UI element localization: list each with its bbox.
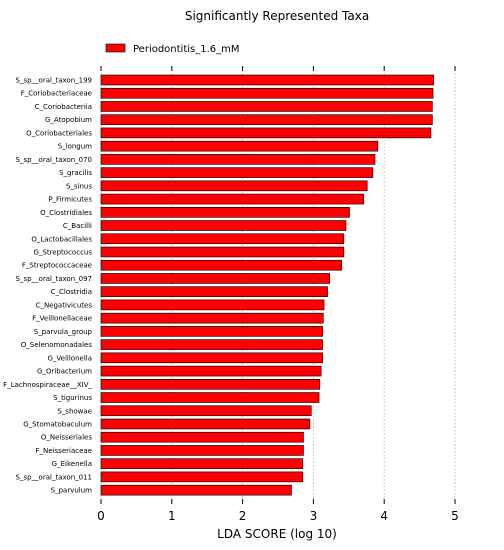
category-label: S_showae: [57, 407, 92, 415]
category-label: S_parvula_group: [34, 328, 93, 336]
category-label: S_sp__oral_taxon_097: [16, 275, 92, 283]
category-label: C_Clostridia: [51, 288, 92, 296]
category-label: C_Coriobacteriia: [35, 103, 92, 111]
category-label: G_Oribacterium: [37, 368, 92, 376]
legend: Periodontitis_1.6_mM: [105, 43, 240, 55]
bar: [100, 154, 376, 165]
category-label: S_sp__oral_taxon_199: [16, 77, 92, 85]
bar: [100, 273, 330, 284]
category-label: G_Stomatobaculum: [23, 420, 92, 428]
legend-label: Periodontitis_1.6_mM: [133, 44, 240, 55]
bar: [100, 220, 347, 231]
bar: [100, 140, 379, 152]
x-tick-label: 5: [451, 509, 459, 523]
category-label: S_sp__oral_taxon_011: [16, 473, 92, 481]
chart-title: Significantly Represented Taxa: [185, 9, 369, 23]
category-label: O_Lactobacillales: [31, 235, 92, 243]
bar: [100, 471, 304, 483]
category-label: S_gracilis: [59, 169, 92, 177]
bar: [100, 365, 322, 377]
bar: [100, 74, 435, 86]
x-tick-label: 3: [310, 509, 318, 523]
category-label: S_longum: [58, 143, 92, 151]
category-label: G_Streptococcus: [33, 248, 92, 256]
bar: [100, 87, 434, 99]
x-tick-label: 0: [97, 509, 105, 523]
category-label: S_sinus: [66, 182, 92, 190]
category-label: F_Lachnospiraceae__XIV_: [3, 381, 92, 389]
bar: [100, 180, 368, 192]
bar: [100, 246, 345, 258]
bar: [100, 167, 374, 178]
category-label: F_Coriobacteriaceae: [21, 90, 92, 98]
bar: [100, 484, 292, 496]
category-label: O_Clostridiales: [40, 209, 92, 217]
x-tick-label: 4: [380, 509, 388, 523]
bar: [100, 127, 432, 139]
category-label: F_Neisseriaceae: [36, 447, 92, 455]
bar: [100, 431, 304, 443]
category-label: G_Veillonella: [47, 354, 92, 362]
bar: [100, 286, 328, 297]
category-label: G_Eikenella: [52, 460, 92, 468]
bar: [100, 418, 311, 430]
x-tick-label: 1: [168, 509, 176, 523]
bar: [100, 339, 323, 350]
bar: [100, 233, 345, 245]
bar: [100, 207, 350, 218]
category-label: O_Neisseriales: [41, 434, 92, 442]
category-label: O_Selenomonadales: [21, 341, 93, 349]
category-label: F_Veillonellaceae: [32, 315, 92, 323]
bar: [100, 445, 304, 456]
category-labels: S_sp__oral_taxon_199 F_Coriobacteriaceae C…: [3, 77, 92, 495]
category-label: S_parvulum: [51, 487, 93, 495]
bar: [100, 392, 320, 403]
bars: [100, 74, 435, 496]
grid-lines: [100, 66, 456, 504]
bar: [100, 299, 325, 311]
category-label: G_Atopobium: [45, 116, 92, 124]
legend-swatch: [105, 43, 126, 53]
x-axis-label: LDA SCORE (log 10): [217, 527, 337, 541]
bar: [100, 458, 304, 469]
bar: [100, 193, 364, 205]
x-tick-label: 2: [239, 509, 247, 523]
category-label: S_tigurinus: [53, 394, 92, 402]
bar: [100, 378, 321, 390]
category-label: O_Coriobacteriales: [26, 129, 92, 137]
category-label: C_Bacilli: [63, 222, 92, 230]
bar: [100, 259, 343, 271]
bar: [100, 101, 433, 112]
category-label: C_Negativicutes: [36, 301, 93, 309]
bar: [100, 405, 312, 417]
x-axis-ticks: 0 1 2 3 4 5: [97, 66, 459, 523]
bar: [100, 312, 324, 324]
bar: [100, 326, 323, 337]
bar: [100, 114, 433, 125]
bar: [100, 352, 323, 364]
category-label: P_Firmicutes: [48, 196, 92, 204]
category-label: F_Streptococcaceae: [22, 262, 92, 270]
category-label: S_sp__oral_taxon_070: [16, 156, 92, 164]
